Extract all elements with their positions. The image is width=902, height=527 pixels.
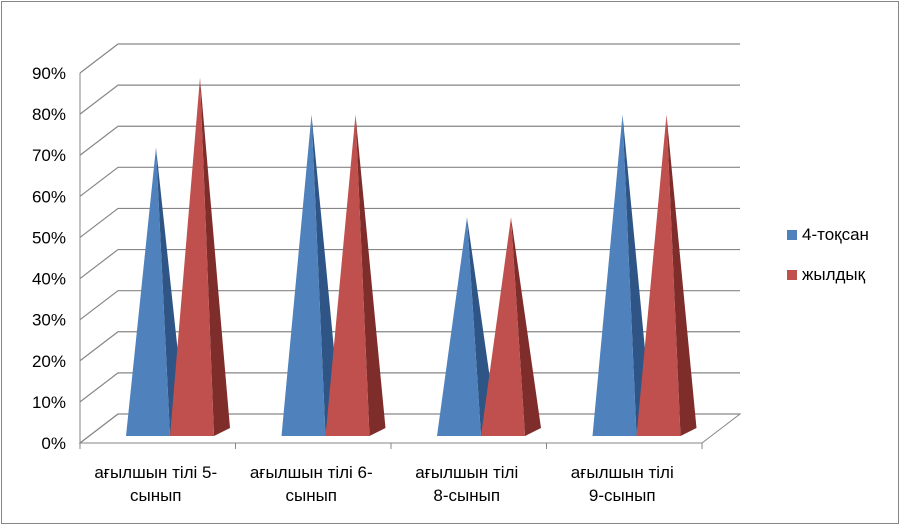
y-tick-label: 90% (32, 64, 66, 83)
bar-1-3 (636, 114, 681, 436)
bar-side-1-0 (200, 77, 230, 436)
gridline (79, 248, 740, 280)
y-tick-label: 40% (32, 270, 66, 289)
gridline (79, 207, 740, 238)
bar-1-0 (170, 77, 214, 436)
bar-1-1 (325, 114, 370, 436)
y-tick-label: 80% (32, 105, 66, 124)
y-tick-label: 0% (41, 434, 66, 453)
gridline (79, 84, 740, 115)
bar-0-0 (126, 147, 170, 436)
bar-side-1-2 (511, 217, 541, 436)
gridlines (79, 43, 740, 444)
x-category-label: ағылшын тілі (415, 463, 518, 482)
gridline (79, 166, 740, 197)
y-tick-label: 60% (32, 187, 66, 206)
bar-0-1 (281, 114, 326, 436)
legend: 4-тоқсан жылдық (787, 225, 869, 284)
x-category-label: 9-сынып (589, 486, 656, 505)
legend-swatch-1 (787, 270, 797, 280)
x-category-label: 8-сынып (433, 486, 500, 505)
gridline (79, 290, 740, 321)
legend-label-1: жылдық (802, 265, 866, 284)
y-tick-label: 50% (32, 228, 66, 247)
x-category-label: ағылшын тілі 5- (94, 463, 217, 482)
y-axis-ticks: 0% 10% 20% 30% 40% 50% 60% 70% 80% 90% (32, 64, 66, 453)
x-category-label: ағылшын тілі 6- (250, 463, 373, 482)
bar-side-1-1 (355, 114, 386, 436)
x-axis-categories: ағылшын тілі 5- сынып ағылшын тілі 6- сынып… (79, 443, 703, 505)
bar-0-2 (437, 217, 481, 436)
bar-side-1-3 (666, 114, 697, 436)
bars (126, 77, 697, 436)
y-tick-label: 20% (32, 352, 66, 371)
bar-1-2 (481, 217, 525, 436)
y-tick-label: 10% (32, 393, 66, 412)
legend-label-0: 4-тоқсан (802, 225, 869, 244)
y-tick-label: 70% (32, 146, 66, 165)
x-category-label: сынып (285, 486, 337, 505)
x-category-label: сынып (130, 486, 182, 505)
gridline (79, 125, 740, 156)
gridline (79, 331, 740, 362)
gridline (79, 43, 740, 74)
x-category-label: ағылшын тілі (571, 463, 674, 482)
bar-0-3 (592, 114, 637, 436)
y-tick-label: 30% (32, 311, 66, 330)
legend-swatch-0 (787, 230, 797, 240)
